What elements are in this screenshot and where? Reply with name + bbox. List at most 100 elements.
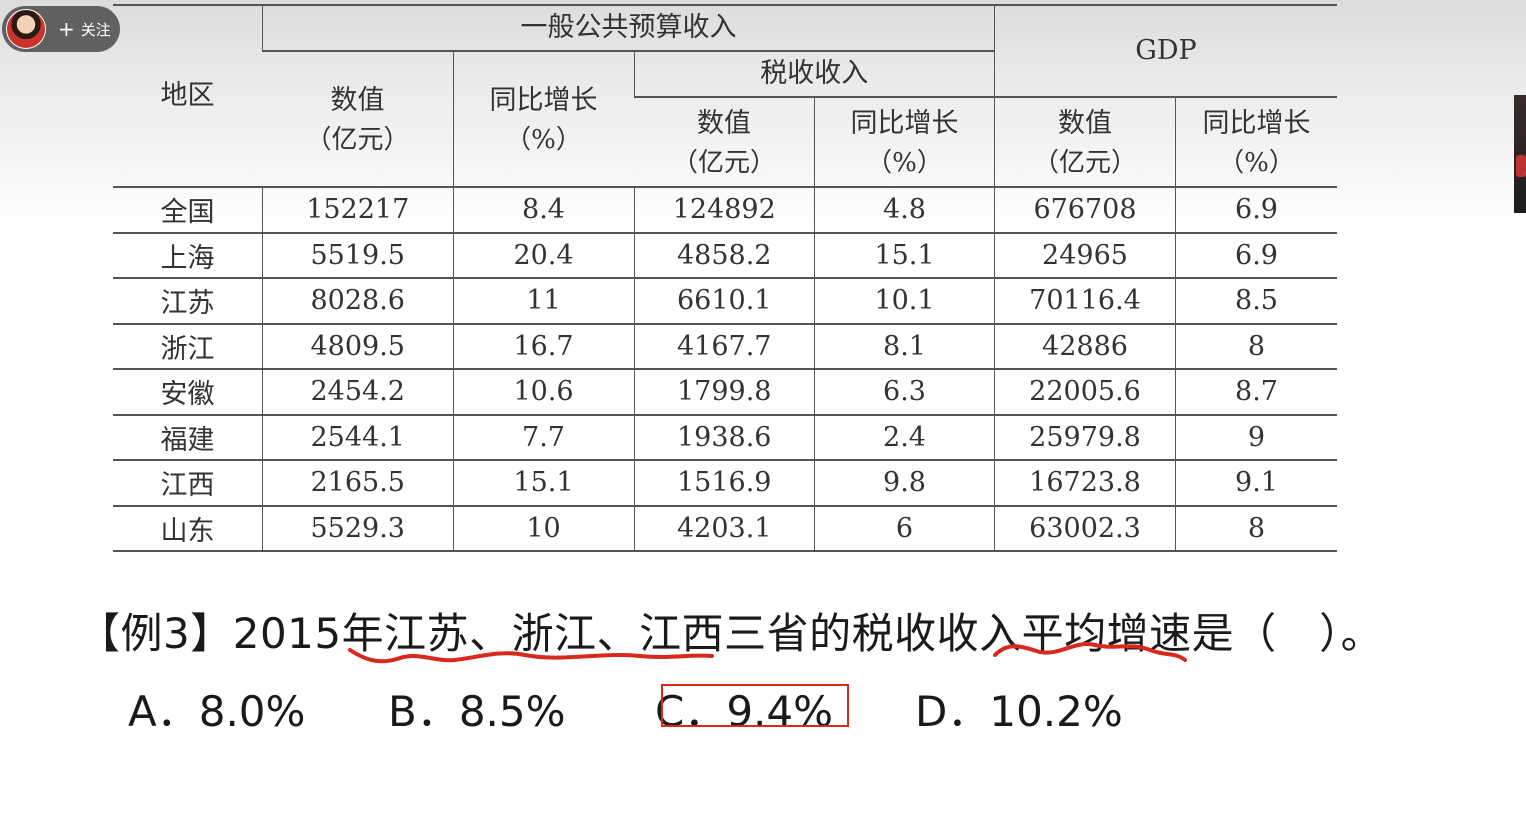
- region-cell: 山东: [113, 505, 263, 552]
- growth-label: 同比增长: [850, 107, 959, 139]
- table-cell: 6: [814, 505, 995, 552]
- growth-label: 同比增长: [489, 84, 598, 116]
- presenter-avatar[interactable]: [6, 9, 46, 49]
- table-cell: 25979.8: [994, 414, 1176, 461]
- table-row: 江苏 8028.6 11 6610.1 10.1 70116.4 8.5: [113, 278, 1337, 325]
- table-row: 安徽 2454.2 10.6 1799.8 6.3 22005.6 8.7: [113, 369, 1337, 416]
- table-cell: 24965: [994, 232, 1176, 279]
- gdp-growth-header: 同比增长 （%）: [1175, 97, 1337, 188]
- follow-label: 关注: [80, 20, 111, 39]
- table-cell: 8.5: [1175, 278, 1337, 325]
- table-cell: 6.3: [814, 369, 995, 416]
- underline-average-growth: [993, 642, 1187, 662]
- value-label: 数值: [697, 107, 751, 139]
- table-cell: 70116.4: [994, 278, 1176, 325]
- presenter-camera-edge: [1514, 95, 1526, 213]
- table-cell: 6.9: [1175, 187, 1337, 234]
- table-cell: 2454.2: [262, 369, 453, 416]
- table-cell: 16723.8: [994, 460, 1176, 507]
- table-cell: 20.4: [452, 232, 634, 279]
- table-cell: 1938.6: [633, 414, 815, 461]
- option-d[interactable]: D．10.2%: [915, 687, 1123, 736]
- table-cell: 6.9: [1175, 232, 1337, 279]
- table-row: 全国 152217 8.4 124892 4.8 676708 6.9: [113, 187, 1337, 234]
- plus-icon: +: [58, 17, 75, 41]
- option-b[interactable]: B．8.5%: [388, 687, 566, 736]
- follow-pill[interactable]: + 关注: [2, 6, 120, 52]
- value-label: 数值: [1058, 107, 1112, 139]
- table-cell: 8: [1175, 505, 1337, 552]
- table-cell: 676708: [994, 187, 1176, 234]
- question-text: 【例3】2015年江苏、浙江、江西三省的税收收入平均增速是（ ）。: [78, 609, 1384, 658]
- budget-value-header: 数值 （亿元）: [262, 51, 453, 188]
- table-cell: 1799.8: [633, 369, 815, 416]
- tax-growth-header: 同比增长 （%）: [814, 97, 995, 188]
- table-row: 山东 5529.3 10 4203.1 6 63002.3 8: [113, 505, 1337, 552]
- option-a[interactable]: A．8.0%: [128, 687, 306, 736]
- value-unit: （亿元）: [1032, 147, 1137, 178]
- table-cell: 42886: [994, 323, 1176, 370]
- growth-label: 同比增长: [1202, 107, 1311, 139]
- follow-button[interactable]: + 关注: [58, 19, 111, 40]
- tax-value-header: 数值 （亿元）: [634, 97, 815, 188]
- table-cell: 8.1: [814, 323, 995, 370]
- underline-provinces: [348, 648, 714, 664]
- table-cell: 4167.7: [633, 323, 815, 370]
- tax-revenue-header: 税收收入: [633, 51, 995, 98]
- region-cell: 江苏: [113, 278, 263, 325]
- gdp-header: GDP: [994, 4, 1337, 98]
- answer-highlight-box: [661, 684, 849, 727]
- budget-growth-header: 同比增长 （%）: [452, 51, 634, 188]
- table-cell: 1516.9: [633, 460, 815, 507]
- answer-options: A．8.0% B．8.5% C．9.4% D．10.2%: [0, 678, 1526, 736]
- region-cell: 上海: [113, 232, 263, 279]
- revenue-table: 地区 一般公共预算收入 GDP 数值 （亿元） 同比增长 （%） 税收收入 数值…: [113, 4, 1337, 552]
- budget-revenue-header: 一般公共预算收入: [262, 4, 995, 52]
- table-cell: 9.1: [1175, 460, 1337, 507]
- table-cell: 8.4: [452, 187, 634, 234]
- value-unit: （亿元）: [305, 124, 410, 155]
- table-cell: 5529.3: [262, 505, 453, 552]
- table-cell: 8: [1175, 323, 1337, 370]
- region-cell: 全国: [113, 187, 263, 234]
- table-cell: 4858.2: [633, 232, 815, 279]
- table-cell: 2165.5: [262, 460, 453, 507]
- region-cell: 福建: [113, 414, 263, 461]
- table-cell: 9.8: [814, 460, 995, 507]
- table-cell: 10.1: [814, 278, 995, 325]
- growth-unit: （%）: [866, 147, 943, 178]
- table-cell: 4.8: [814, 187, 995, 234]
- table-row: 浙江 4809.5 16.7 4167.7 8.1 42886 8: [113, 323, 1337, 370]
- table-cell: 8.7: [1175, 369, 1337, 416]
- value-unit: （亿元）: [671, 147, 776, 178]
- table-cell: 7.7: [452, 414, 634, 461]
- table-cell: 10: [452, 505, 634, 552]
- region-cell: 江西: [113, 460, 263, 507]
- table-cell: 124892: [633, 187, 815, 234]
- region-cell: 浙江: [113, 323, 263, 370]
- table-cell: 5519.5: [262, 232, 453, 279]
- value-label: 数值: [330, 84, 385, 116]
- table-cell: 6610.1: [633, 278, 815, 325]
- table-row: 上海 5519.5 20.4 4858.2 15.1 24965 6.9: [113, 232, 1337, 279]
- table-row: 江西 2165.5 15.1 1516.9 9.8 16723.8 9.1: [113, 460, 1337, 507]
- table-cell: 152217: [262, 187, 453, 234]
- region-header: 地区: [113, 4, 263, 188]
- table-cell: 22005.6: [994, 369, 1176, 416]
- table-cell: 15.1: [814, 232, 995, 279]
- table-cell: 4809.5: [262, 323, 453, 370]
- table-row: 福建 2544.1 7.7 1938.6 2.4 25979.8 9: [113, 414, 1337, 461]
- table-cell: 2544.1: [262, 414, 453, 461]
- growth-unit: （%）: [505, 124, 582, 155]
- region-cell: 安徽: [113, 369, 263, 416]
- table-cell: 63002.3: [994, 505, 1176, 552]
- table-cell: 11: [452, 278, 634, 325]
- table-cell: 16.7: [452, 323, 634, 370]
- table-cell: 9: [1175, 414, 1337, 461]
- table-cell: 15.1: [452, 460, 634, 507]
- growth-unit: （%）: [1218, 147, 1295, 178]
- option-c[interactable]: C．9.4%: [655, 687, 834, 736]
- table-cell: 8028.6: [262, 278, 453, 325]
- table-cell: 4203.1: [633, 505, 815, 552]
